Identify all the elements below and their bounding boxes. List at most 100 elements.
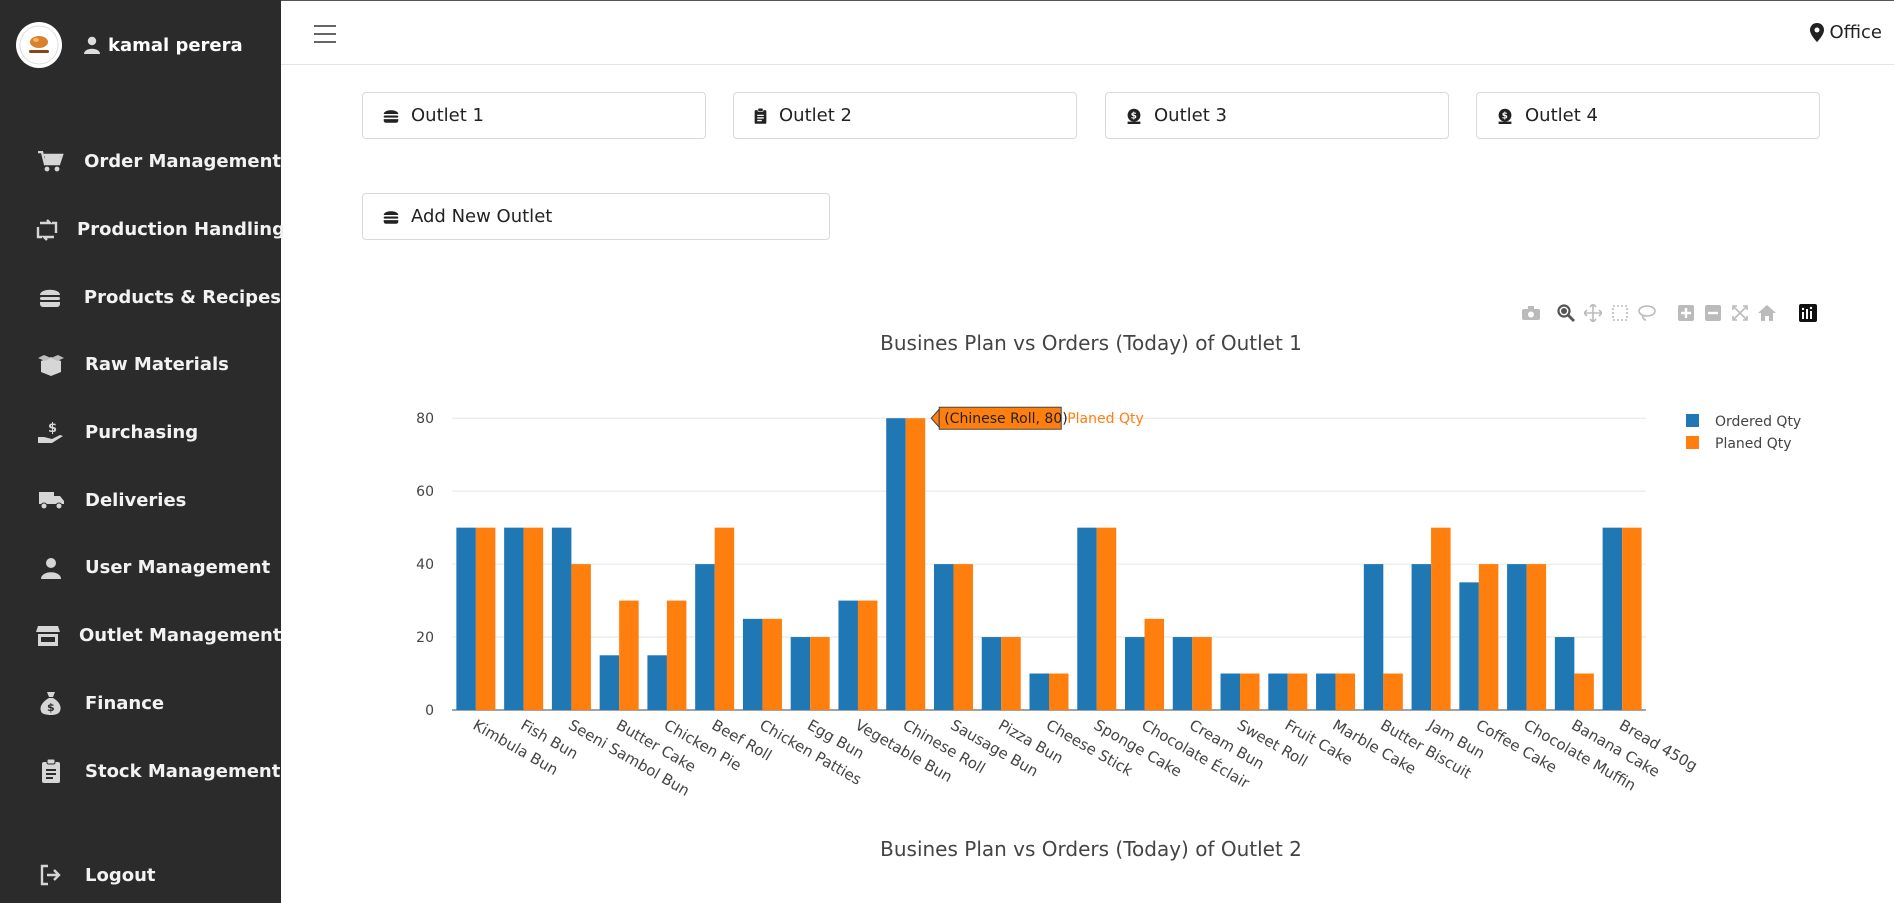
bar-planed	[762, 618, 782, 710]
y-tick-label: 40	[416, 557, 434, 573]
outlet-label: Outlet 2	[779, 105, 852, 126]
bar-ordered	[1268, 673, 1288, 710]
user-icon	[84, 36, 100, 54]
logout-icon	[36, 862, 66, 888]
bar-planed	[1096, 527, 1117, 710]
y-tick-label: 20	[416, 630, 434, 646]
zoom-out-icon[interactable]	[1702, 302, 1724, 324]
bar-planed	[475, 527, 496, 710]
camera-icon[interactable]	[1520, 302, 1542, 324]
bar-ordered	[1172, 637, 1193, 710]
bar-ordered	[838, 600, 858, 710]
sidebar-item-outlet-management[interactable]: Outlet Management	[0, 602, 281, 670]
bar-ordered	[647, 655, 667, 710]
legend-label: Planed Qty	[1715, 436, 1792, 452]
sidebar-item-user-management[interactable]: User Management	[0, 534, 281, 602]
bar-ordered	[1077, 527, 1097, 710]
burger-icon	[36, 284, 65, 310]
sidebar-item-label: Order Management	[84, 151, 281, 173]
tooltip-box	[938, 406, 1062, 430]
pan-icon[interactable]	[1582, 302, 1604, 324]
logout-label: Logout	[85, 864, 156, 886]
chart-modebar	[1520, 302, 1824, 324]
plotly-logo-icon[interactable]	[1797, 302, 1819, 324]
bar-ordered	[886, 418, 906, 710]
logo-avatar	[16, 22, 62, 68]
money-icon: $	[1127, 108, 1141, 124]
sidebar-item-stock-management[interactable]: Stock Management	[0, 737, 281, 805]
bar-ordered	[1507, 564, 1527, 710]
tooltip-value: (Chinese Roll, 80)	[944, 411, 1067, 427]
outlet-3-button[interactable]: $ Outlet 3	[1105, 92, 1449, 139]
legend-swatch	[1686, 414, 1699, 427]
bar-ordered	[1316, 673, 1336, 710]
sidebar-item-products-recipes[interactable]: Products & Recipes	[0, 263, 281, 331]
bar-ordered	[504, 527, 524, 710]
legend-swatch	[1686, 436, 1699, 449]
bar-ordered	[1029, 673, 1049, 710]
chart-title: Busines Plan vs Orders (Today) of Outlet…	[880, 331, 1302, 355]
bar-planed	[1144, 618, 1165, 710]
bar-ordered	[1220, 673, 1241, 710]
profile: kamal perera	[16, 22, 243, 68]
sidebar-item-deliveries[interactable]: Deliveries	[0, 466, 281, 534]
bar-ordered	[981, 637, 1002, 710]
sidebar-item-label: Purchasing	[85, 422, 199, 444]
user-name-label: kamal perera	[108, 34, 243, 56]
cart-icon	[36, 149, 65, 175]
tooltip-pointer	[930, 407, 940, 429]
bar-ordered	[1125, 637, 1145, 710]
svg-text:$: $	[1131, 111, 1137, 121]
hand-coin-icon: $	[36, 420, 66, 446]
bar-ordered	[790, 637, 811, 710]
outlet-label: Outlet 1	[411, 105, 484, 126]
outlet-2-button[interactable]: Outlet 2	[733, 92, 1077, 139]
svg-text:$: $	[1502, 111, 1508, 121]
sidebar-item-label: Production Handling	[77, 219, 285, 241]
lasso-icon[interactable]	[1636, 302, 1658, 324]
money-bag-icon: $	[36, 690, 66, 716]
bar-ordered	[599, 655, 620, 710]
reset-home-icon[interactable]	[1756, 302, 1778, 324]
sidebar-item-production-handling[interactable]: Production Handling	[0, 196, 285, 264]
menu-toggle-icon[interactable]	[314, 25, 336, 43]
burger-icon	[383, 211, 399, 224]
bar-planed	[1192, 637, 1212, 710]
bar-ordered	[1554, 637, 1575, 710]
sidebar-item-purchasing[interactable]: $ Purchasing	[0, 399, 281, 467]
clipboard-icon	[754, 107, 767, 124]
sidebar-item-label: Raw Materials	[85, 354, 229, 376]
truck-icon	[36, 487, 66, 513]
bar-planed	[523, 527, 544, 710]
sidebar-item-label: User Management	[85, 557, 271, 579]
outlet-1-button[interactable]: Outlet 1	[362, 92, 706, 139]
sidebar-item-finance[interactable]: $ Finance	[0, 670, 281, 738]
bar-ordered	[1411, 564, 1432, 710]
autoscale-icon[interactable]	[1729, 302, 1751, 324]
sidebar-item-raw-materials[interactable]: Raw Materials	[0, 331, 281, 399]
box-icon	[36, 352, 66, 378]
zoom-in-icon[interactable]	[1675, 302, 1697, 324]
clipboard-icon	[36, 758, 66, 784]
bar-planed	[1049, 673, 1069, 710]
bar-planed	[714, 527, 735, 710]
box-select-icon[interactable]	[1609, 302, 1631, 324]
sidebar-nav: Order Management Production Handling Pro…	[0, 128, 285, 805]
zoom-icon[interactable]	[1555, 302, 1577, 324]
sidebar-item-label: Deliveries	[85, 489, 187, 511]
bar-planed	[1001, 637, 1021, 710]
bar-ordered	[456, 527, 476, 710]
bar-planed	[1335, 673, 1356, 710]
map-pin-icon	[1810, 23, 1825, 42]
bar-planed	[1526, 564, 1547, 710]
bar-planed	[571, 564, 591, 710]
store-icon	[36, 623, 60, 649]
add-new-outlet-button[interactable]: Add New Outlet	[362, 193, 830, 240]
logout-button[interactable]: Logout	[0, 855, 281, 895]
sidebar-item-order-management[interactable]: Order Management	[0, 128, 281, 196]
sidebar-item-label: Products & Recipes	[83, 286, 281, 308]
second-chart-title: Busines Plan vs Orders (Today) of Outlet…	[880, 837, 1302, 861]
bar-planed	[1431, 527, 1451, 710]
outlet-4-button[interactable]: $ Outlet 4	[1476, 92, 1820, 139]
bar-ordered	[742, 618, 763, 710]
